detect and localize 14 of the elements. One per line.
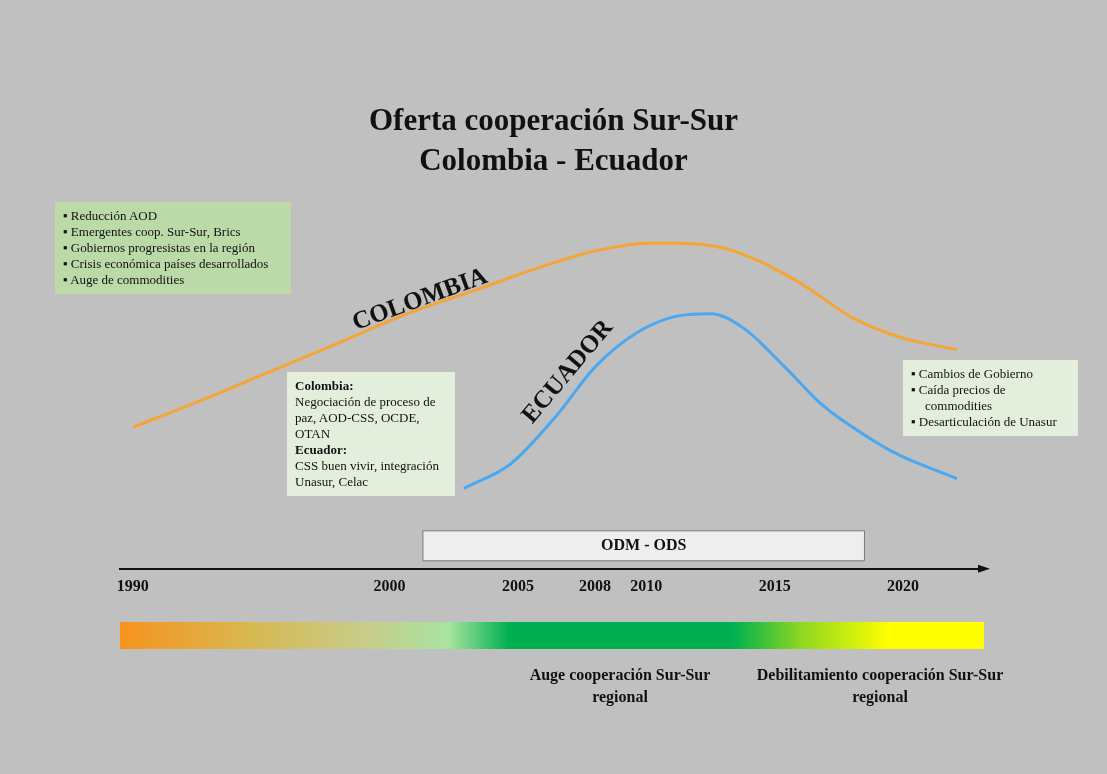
annotation: Colombia: Negociación de proceso de paz, AOD-CSS, OCDE, OTAN Ecuador: CSS buen vivir, integración Unasur, Celac <box>295 378 440 490</box>
band-label: ODM - ODS <box>601 535 687 553</box>
x-tick-label: 2000 <box>373 576 406 594</box>
annotation: ▪ Reducción AOD ▪ Emergentes coop. Sur-Sur, Brics ▪ Gobiernos progresistas en la región ▪ Crisis económica países desarrollados ▪ Auge de commodities <box>63 208 270 288</box>
chart-title: Oferta cooperación Sur-Sur Colombia - Ecuador <box>367 101 740 179</box>
x-tick-label: 2010 <box>630 576 663 594</box>
x-tick-label: 2015 <box>758 576 791 594</box>
annotation: ▪ Cambios de Gobierno ▪ Caída precios de commodities ▪ Desarticulación de Unasur <box>911 366 1058 430</box>
x-tick-label: 2020 <box>886 576 919 594</box>
x-tick-label: 2008 <box>578 576 611 594</box>
x-tick-label: 1990 <box>116 576 149 594</box>
x-tick-label: 2005 <box>501 576 534 594</box>
text: Debilitamiento cooperación Sur-Sur regional <box>755 665 1005 708</box>
text: Auge cooperación Sur-Sur regional <box>528 665 712 708</box>
